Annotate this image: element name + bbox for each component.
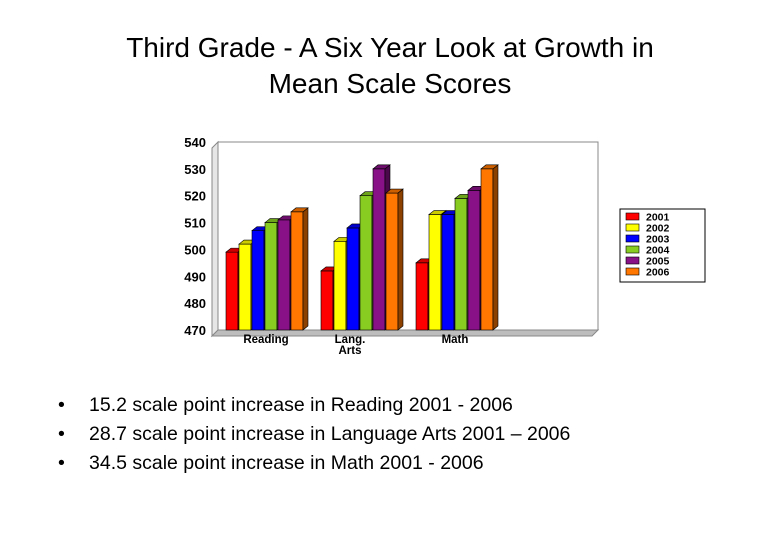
legend-label: 2004 bbox=[646, 245, 670, 257]
x-tick-label: Math bbox=[442, 334, 469, 346]
plot-floor bbox=[210, 329, 600, 337]
y-axis-ticks: 470 480 490 500 510 520 530 540 bbox=[184, 135, 206, 338]
legend-label: 2002 bbox=[646, 223, 670, 235]
bar bbox=[480, 164, 499, 331]
legend-swatch bbox=[625, 223, 640, 232]
slide-title: Third Grade - A Six Year Look at Growth … bbox=[40, 30, 740, 102]
bar bbox=[290, 207, 309, 331]
title-line-1: Third Grade - A Six Year Look at Growth … bbox=[126, 32, 654, 63]
legend-swatch bbox=[625, 267, 640, 276]
bullet-language-arts: 28.7 scale point increase in Language Ar… bbox=[58, 420, 570, 449]
x-tick-label: Lang. Arts bbox=[335, 334, 366, 357]
legend-label: 2003 bbox=[646, 234, 670, 246]
legend-label: 2001 bbox=[646, 212, 670, 224]
legend-label: 2005 bbox=[646, 256, 670, 268]
bullet-list: 15.2 scale point increase in Reading 200… bbox=[58, 391, 570, 478]
y-tick-label: 480 bbox=[184, 296, 206, 311]
bar bbox=[385, 188, 404, 331]
bullet-math: 34.5 scale point increase in Math 2001 -… bbox=[58, 449, 570, 478]
plot-side-wall bbox=[211, 140, 219, 338]
bullet-reading: 15.2 scale point increase in Reading 200… bbox=[58, 391, 570, 420]
y-tick-label: 500 bbox=[184, 242, 206, 257]
legend-swatch bbox=[625, 256, 640, 265]
y-tick-label: 470 bbox=[184, 323, 206, 338]
title-line-2: Mean Scale Scores bbox=[268, 68, 512, 99]
x-tick-label: Reading bbox=[243, 334, 288, 346]
legend-swatch bbox=[625, 212, 640, 221]
x-axis-labels: Reading Lang. Arts Math bbox=[243, 334, 468, 357]
y-tick-label: 530 bbox=[184, 162, 206, 177]
bars bbox=[225, 164, 499, 331]
y-tick-label: 540 bbox=[184, 135, 206, 150]
legend-label: 2006 bbox=[646, 267, 670, 279]
y-tick-label: 510 bbox=[184, 216, 206, 231]
legend-swatch bbox=[625, 234, 640, 243]
y-tick-label: 490 bbox=[184, 269, 206, 284]
chart-frame bbox=[210, 140, 600, 338]
y-tick-label: 520 bbox=[184, 189, 206, 204]
legend-swatch bbox=[625, 245, 640, 254]
